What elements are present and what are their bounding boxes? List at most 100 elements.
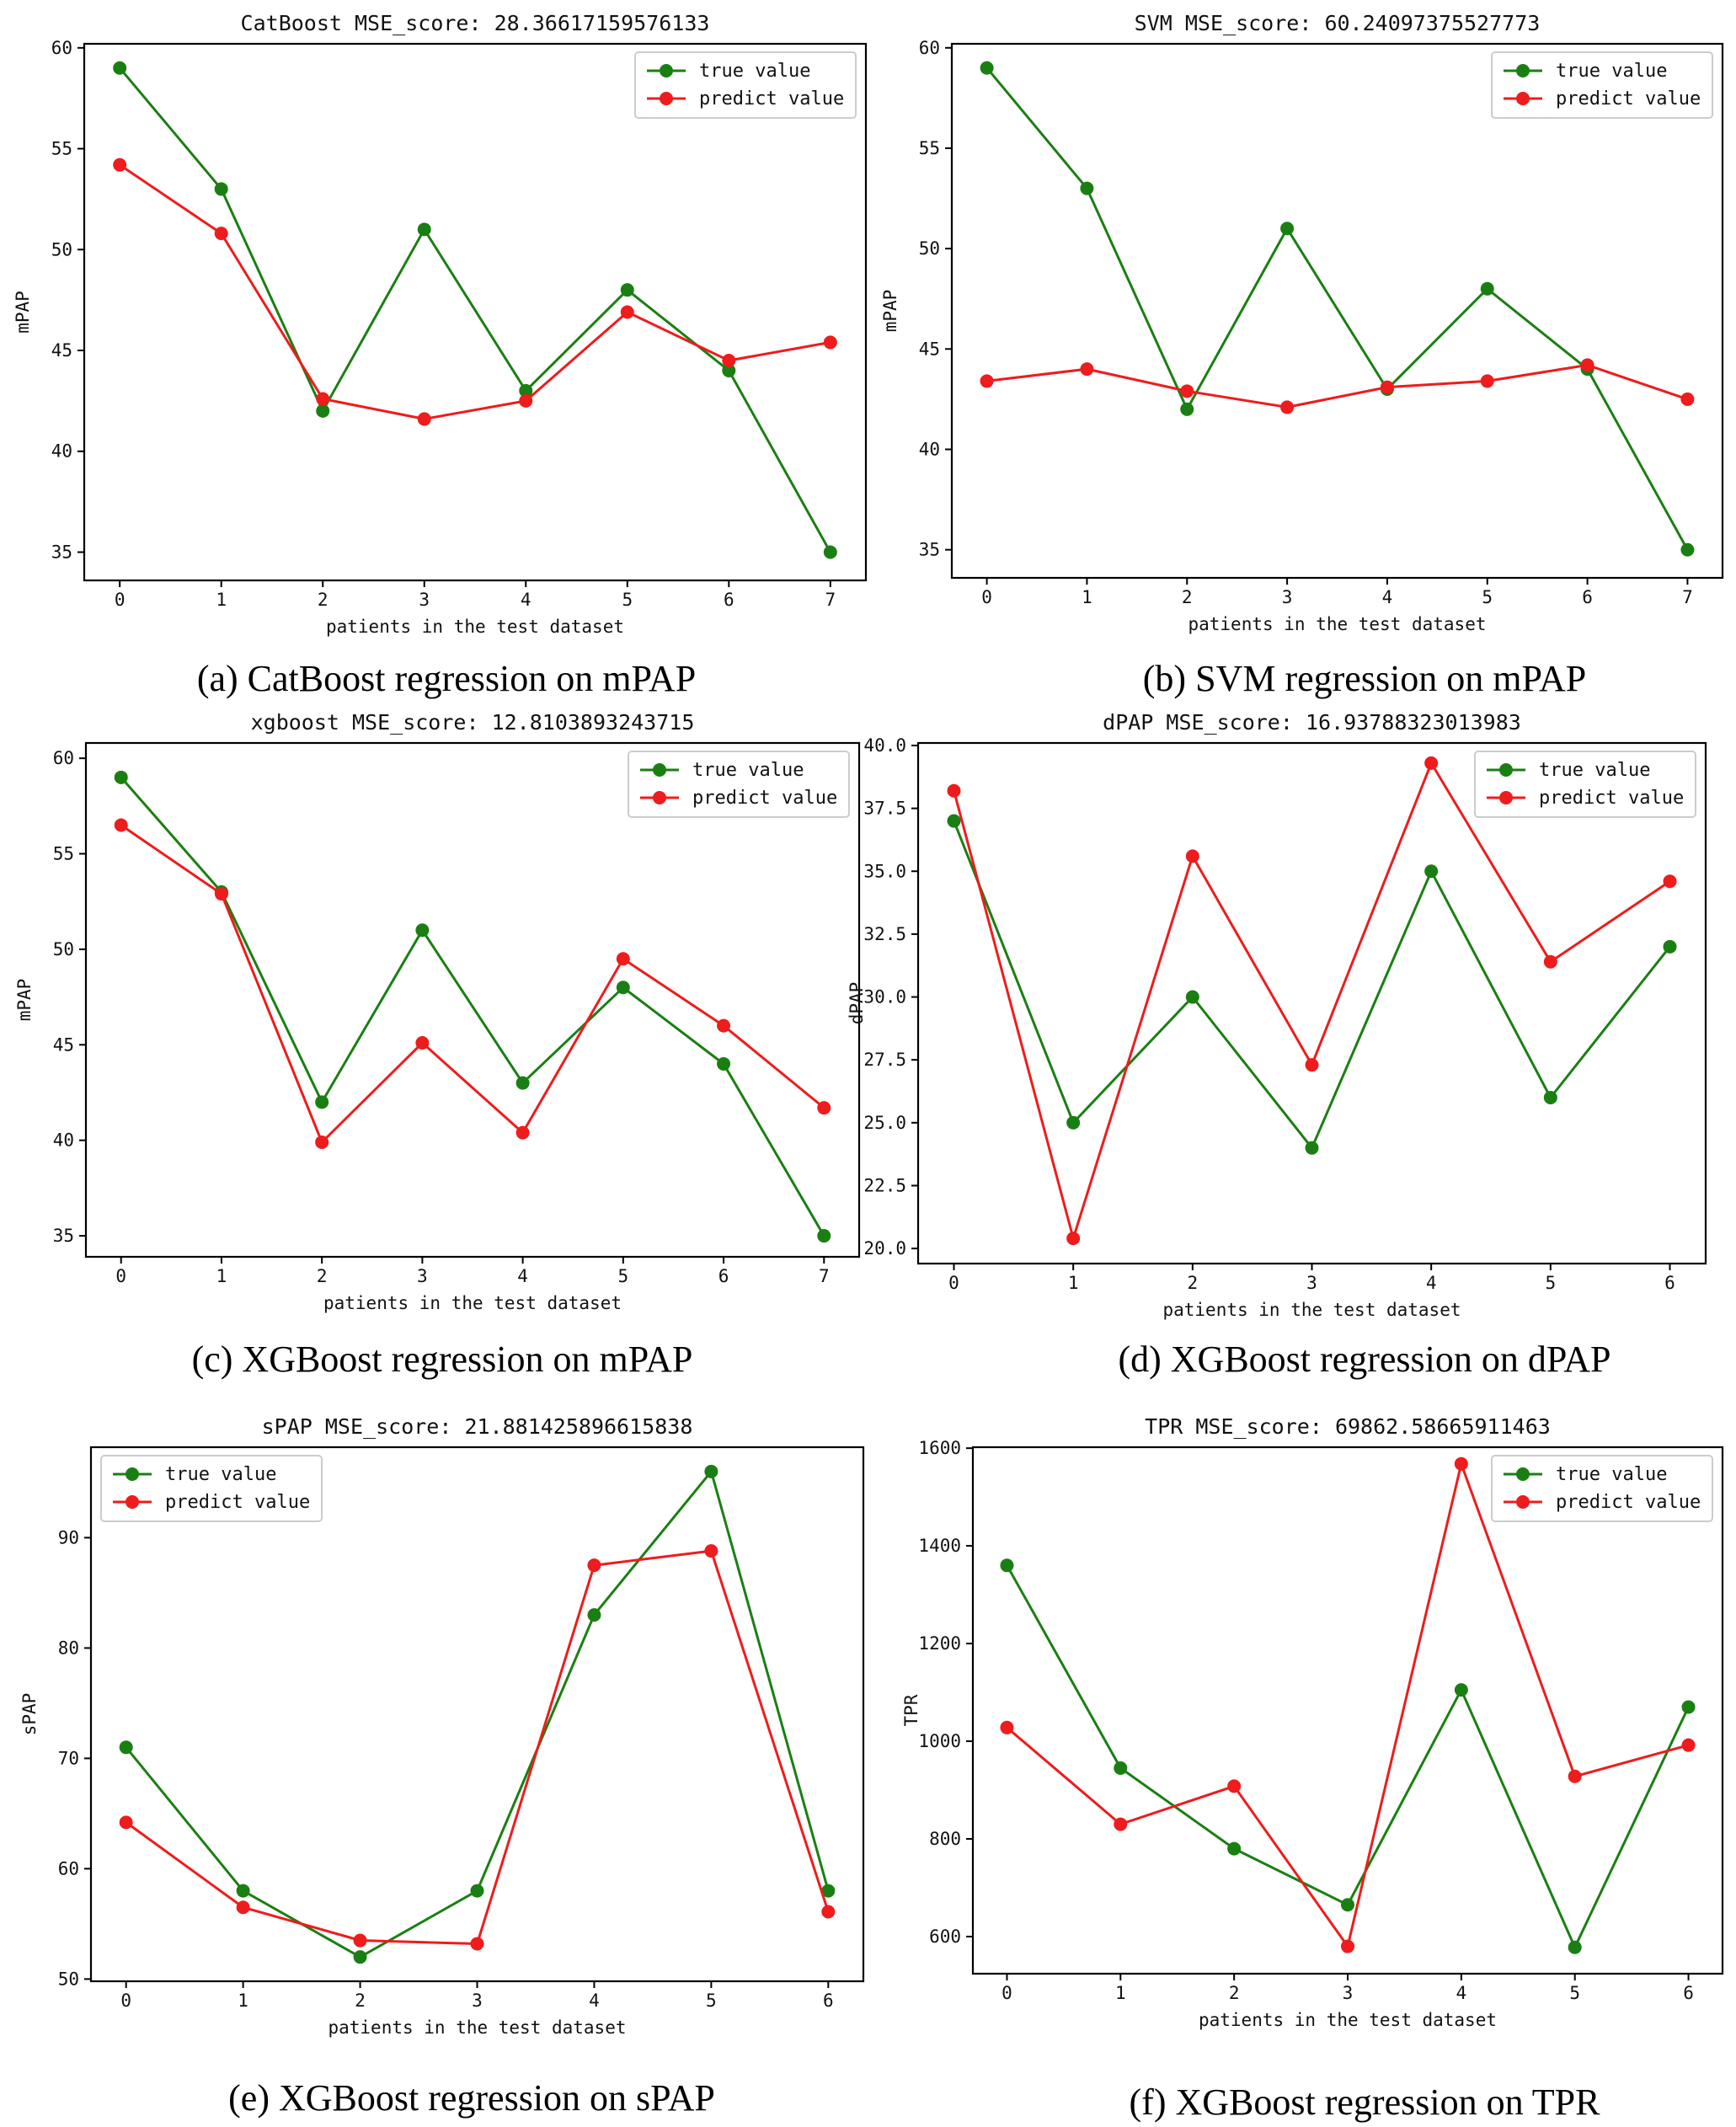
data-point-predict-value [214,887,228,901]
x-tick-label: 4 [589,1991,600,2011]
legend-marker [1516,1495,1530,1509]
figure-caption: (b) SVM regression on mPAP [1143,658,1586,699]
data-point-true-value [823,545,837,559]
axes-frame [83,42,868,582]
y-tick-label: 37.5 [863,799,906,819]
data-point-predict-value [315,1135,329,1149]
legend-box [1491,1455,1713,1522]
chart-title: TPR MSE_score: 69862.58665911463 [1145,1414,1551,1439]
legend: true value predict value [100,1455,323,1522]
data-point-predict-value [823,335,837,350]
data-point-predict-value [1580,358,1594,372]
data-point-true-value [1454,1683,1468,1697]
data-point-true-value [1341,1898,1354,1912]
data-point-predict-value [1185,849,1199,863]
chart-6: TPR MSE_score: 69862.58665911463 0 1 2 3 4 5 6 6… [901,1414,1724,2123]
data-point-predict-value [980,374,994,388]
y-tick-label: 55 [53,844,74,864]
data-point-predict-value [620,305,634,319]
x-tick-label: 1 [1068,1273,1079,1293]
legend-label: true value [699,61,810,82]
y-tick-label: 40.0 [863,735,906,756]
data-point-predict-value [236,1900,250,1915]
x-tick-label: 0 [115,590,126,610]
data-point-true-value [415,923,430,938]
y-tick-label: 30.0 [863,987,906,1007]
y-tick-label: 55 [51,139,72,159]
x-tick-label: 6 [724,590,734,610]
legend-label: true value [1556,61,1667,82]
data-point-true-value [1480,281,1494,296]
legend-label: true value [692,760,804,781]
x-tick-label: 4 [1382,587,1393,607]
data-point-true-value [1066,1115,1081,1130]
data-point-true-value [353,1950,367,1964]
x-tick-label: 6 [823,1991,834,2011]
y-tick-label: 35 [51,542,72,562]
data-point-true-value [1227,1841,1242,1856]
y-tick-label: 50 [919,238,940,259]
series-line-predict-value [953,762,1671,1240]
data-point-true-value [1681,1700,1696,1714]
data-point-predict-value [1227,1779,1242,1793]
y-tick-label: 1000 [918,1731,961,1751]
data-point-predict-value [1680,392,1695,406]
data-point-predict-value [1180,384,1194,398]
x-tick-label: 7 [1682,587,1693,607]
legend: true value predict value [634,51,857,119]
y-tick-label: 90 [58,1527,79,1547]
legend-marker [653,763,666,777]
data-point-predict-value [519,393,533,408]
x-tick-label: 4 [1456,1983,1467,2003]
x-tick-label: 2 [318,590,329,610]
x-tick-label: 0 [115,1266,126,1286]
data-point-true-value [316,403,330,418]
y-tick-label: 45 [919,339,940,359]
legend-label: predict value [1556,1492,1701,1513]
legend-marker [1499,763,1513,777]
data-point-true-value [1000,1558,1014,1573]
legend-box [628,751,850,818]
y-tick-label: 50 [51,239,72,259]
data-point-true-value [980,61,994,75]
data-point-predict-value [1568,1769,1582,1783]
y-tick-label: 25.0 [863,1113,906,1133]
data-point-true-value [515,1076,530,1090]
legend: true value predict value [1491,51,1713,119]
series-line-true-value [119,67,832,553]
data-point-true-value [214,182,228,196]
x-tick-label: 6 [1683,1983,1694,2003]
data-point-predict-value [470,1937,484,1951]
figure-caption: (e) XGBoost regression on sPAP [228,2077,715,2119]
y-tick-label: 45 [53,1034,74,1055]
data-point-predict-value [119,1815,133,1830]
legend-marker [1516,64,1530,77]
data-point-true-value [1280,222,1295,236]
data-point-predict-value [821,1905,836,1919]
data-point-predict-value [1000,1720,1014,1734]
data-point-predict-value [704,1544,718,1558]
legend-label: true value [1539,760,1650,781]
figure-caption: (d) XGBoost regression on dPAP [1118,1339,1610,1380]
y-tick-label: 35 [53,1226,74,1246]
data-point-predict-value [515,1125,530,1140]
x-tick-label: 2 [1229,1983,1240,2003]
chart-title: SVM MSE_score: 60.24097375527773 [1135,11,1541,35]
x-tick-label: 6 [1664,1273,1675,1293]
y-tick-label: 40 [53,1130,74,1151]
data-point-true-value [113,61,127,75]
x-tick-label: 2 [355,1991,366,2011]
data-point-predict-value [1380,380,1394,394]
data-point-predict-value [316,392,330,406]
chart-title: dPAP MSE_score: 16.93788323013983 [1103,710,1521,735]
chart-title: CatBoost MSE_score: 28.36617159576133 [241,11,710,35]
y-tick-label: 45 [51,340,72,361]
legend-label: predict value [692,788,837,809]
axes-frame [971,1446,1724,1975]
data-point-true-value [1663,939,1677,954]
data-point-true-value [620,283,634,297]
data-point-predict-value [1424,756,1439,770]
x-tick-label: 0 [1002,1983,1012,2003]
y-tick-label: 27.5 [863,1050,906,1070]
legend-label: predict value [1556,88,1701,110]
